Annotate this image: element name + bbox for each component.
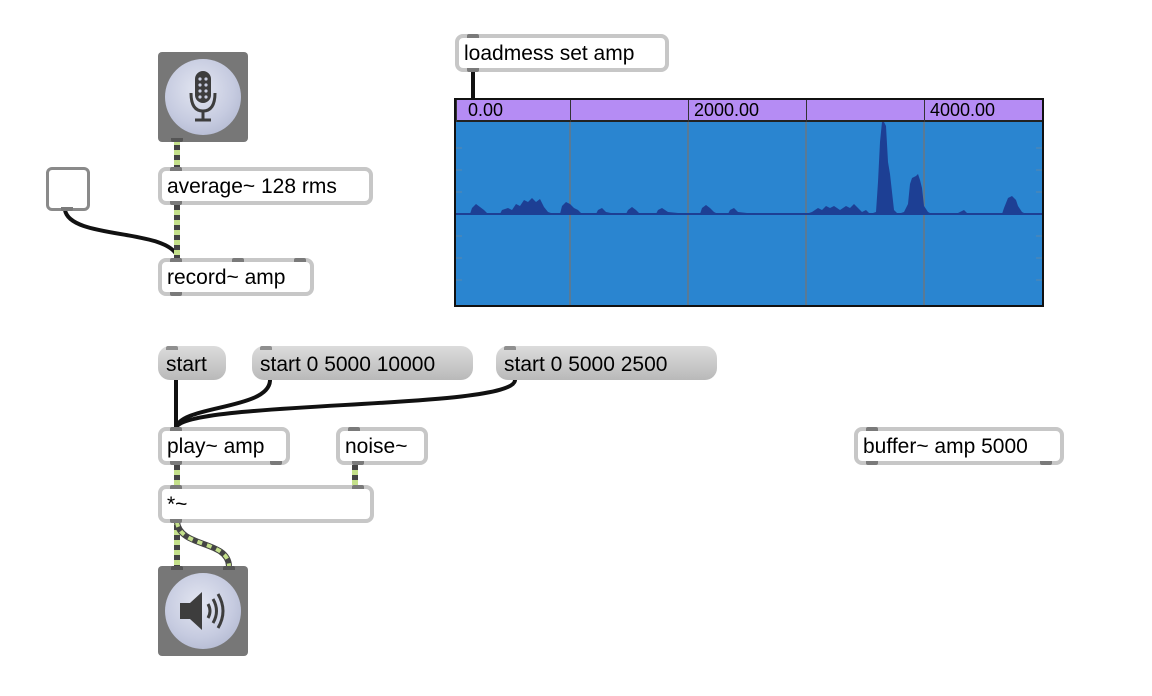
waveform-graph <box>456 122 1042 305</box>
average-label: average~ 128 rms <box>167 175 337 198</box>
cord-noise-multiply[interactable] <box>352 465 358 485</box>
cord-toggle-record[interactable] <box>63 209 180 259</box>
play-label: play~ amp <box>167 435 265 458</box>
record-outlet[interactable] <box>170 292 182 296</box>
cord-start2500-play[interactable] <box>174 379 517 430</box>
cord-start10000-play[interactable] <box>174 379 272 429</box>
record-inlet-3[interactable] <box>294 258 306 262</box>
cord-average-record[interactable] <box>174 205 180 258</box>
play-outlet-2[interactable] <box>270 461 282 465</box>
noise-object[interactable]: noise~ <box>336 427 428 465</box>
cord-multiply-dac-right[interactable] <box>174 521 232 567</box>
loadmess-label: loadmess set amp <box>464 42 635 65</box>
ezadc-button[interactable] <box>165 59 241 135</box>
ruler-label-2000: 2000.00 <box>694 100 760 120</box>
loadmess-outlet[interactable] <box>467 68 479 72</box>
noise-inlet[interactable] <box>348 427 360 431</box>
start-10000-label: start 0 5000 10000 <box>260 353 436 376</box>
microphone-icon <box>189 71 217 122</box>
record-object[interactable]: record~ amp <box>158 258 314 296</box>
start-0-5000-10000-message[interactable]: start 0 5000 10000 <box>252 346 473 380</box>
toggle-box[interactable] <box>46 167 90 211</box>
start-message-inlet[interactable] <box>166 346 178 350</box>
record-inlet-1[interactable] <box>170 258 182 262</box>
buffer-object[interactable]: buffer~ amp 5000 <box>854 427 1064 465</box>
start-2500-inlet[interactable] <box>504 346 516 350</box>
ezdac-inlet-left[interactable] <box>171 566 183 570</box>
loadmess-inlet[interactable] <box>467 34 479 38</box>
record-label: record~ amp <box>167 266 286 289</box>
waveform-trace <box>456 122 1042 215</box>
ezadc-object[interactable] <box>158 52 248 142</box>
buffer-label: buffer~ amp 5000 <box>863 435 1028 458</box>
record-inlet-2[interactable] <box>232 258 244 262</box>
waveform-display[interactable]: 0.00 2000.00 4000.00 <box>454 98 1044 307</box>
noise-outlet[interactable] <box>352 461 364 465</box>
waveform-area[interactable] <box>456 122 1042 305</box>
speaker-icon <box>180 592 225 630</box>
ezdac-inlet-right[interactable] <box>223 566 235 570</box>
start-2500-label: start 0 5000 2500 <box>504 353 668 376</box>
buffer-outlet-1[interactable] <box>866 461 878 465</box>
ruler-label-4000: 4000.00 <box>930 100 996 120</box>
average-inlet[interactable] <box>170 167 182 171</box>
ezdac-button[interactable] <box>165 573 241 649</box>
multiply-inlet-left[interactable] <box>170 485 182 489</box>
toggle-outlet[interactable] <box>61 207 73 211</box>
play-outlet-1[interactable] <box>170 461 182 465</box>
average-object[interactable]: average~ 128 rms <box>158 167 373 205</box>
noise-label: noise~ <box>345 435 408 458</box>
multiply-outlet[interactable] <box>170 519 182 523</box>
buffer-outlet-2[interactable] <box>1040 461 1052 465</box>
ezadc-outlet[interactable] <box>171 138 183 142</box>
cord-adc-average[interactable] <box>174 142 180 168</box>
start-0-5000-2500-message[interactable]: start 0 5000 2500 <box>496 346 717 380</box>
ezdac-object[interactable] <box>158 566 248 656</box>
multiply-object[interactable]: *~ <box>158 485 374 523</box>
play-inlet[interactable] <box>170 427 182 431</box>
buffer-inlet[interactable] <box>866 427 878 431</box>
ruler-label-0: 0.00 <box>468 100 504 120</box>
cord-multiply-dac-left[interactable] <box>174 522 180 566</box>
average-outlet[interactable] <box>170 201 182 205</box>
multiply-label: *~ <box>167 493 188 516</box>
start-message[interactable]: start <box>158 346 226 380</box>
start-10000-inlet[interactable] <box>260 346 272 350</box>
play-object[interactable]: play~ amp <box>158 427 290 465</box>
waveform-ruler[interactable]: 0.00 2000.00 4000.00 <box>456 100 1042 122</box>
start-message-label: start <box>166 353 207 376</box>
loadmess-object[interactable]: loadmess set amp <box>455 34 669 72</box>
cord-play-multiply[interactable] <box>174 465 180 485</box>
multiply-inlet-right[interactable] <box>352 485 364 489</box>
